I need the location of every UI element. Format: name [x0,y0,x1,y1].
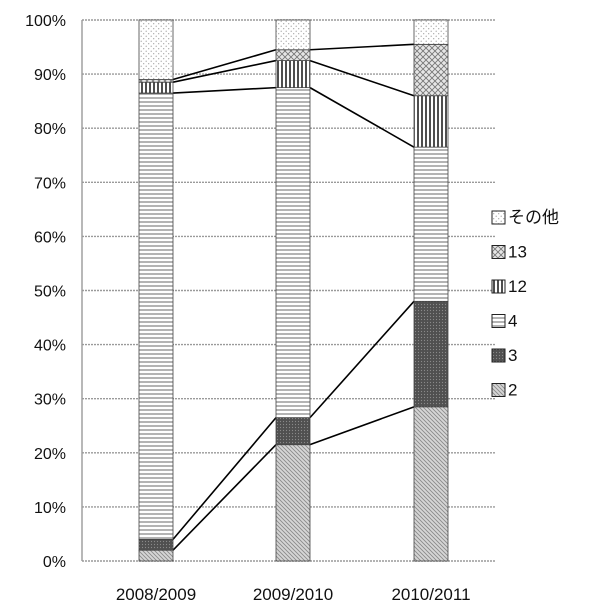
series-connector-line [172,48,277,81]
bar-segment-series-4-2009-2010 [275,87,311,419]
bar-segment-series-12-2010-2011 [413,95,449,148]
series-connector-line [172,59,277,83]
bar-segment-series-2-2009-2010 [275,444,311,562]
bar-segment-series-3-2010-2011 [413,300,449,408]
series-connector-lines [172,43,415,551]
series-connector-line [309,86,415,148]
legend-label: 13 [508,243,527,262]
bar-segment-series-13-2008-2009 [138,79,174,83]
legend-label: 12 [508,277,527,296]
series-connector-line [309,43,415,51]
legend-swatch [491,314,506,328]
y-tick-label: 30% [34,392,66,409]
series-connector-line [309,59,415,97]
series-connector-line [309,406,415,446]
legend-swatch [491,210,506,225]
bar-segment-series-13-2010-2011 [413,43,449,97]
legend-label: 4 [508,312,517,331]
y-tick-label: 80% [34,121,66,138]
bar-segment-series-2-2010-2011 [413,406,449,562]
bar-segments [138,19,449,562]
bar-segment-series-3-2009-2010 [275,417,311,446]
bar-segment-series-その他-2010-2011 [413,19,449,45]
bar-segment-series-2-2008-2009 [138,549,174,562]
y-tick-label: 60% [34,229,66,246]
y-tick-label: 10% [34,500,66,517]
y-tick-label: 90% [34,67,66,84]
legend-swatch [491,279,506,294]
series-connector-line [172,444,277,551]
legend-label: その他 [508,208,559,227]
y-tick-label: 40% [34,338,66,355]
bar-segment-series-12-2008-2009 [138,81,174,94]
x-tick-label: 2009/2010 [253,585,333,604]
y-tick-label: 20% [34,446,66,463]
bar-segment-series-4-2008-2009 [138,92,174,540]
series-connector-line [172,86,277,94]
legend-label: 2 [508,381,517,400]
bar-segment-series-3-2008-2009 [138,538,174,551]
x-tick-label: 2010/2011 [391,585,470,604]
y-tick-label: 100% [25,13,66,30]
bar-segment-series-その他-2009-2010 [275,19,311,51]
legend-label: 3 [508,346,517,365]
legend-swatch [491,383,506,397]
legend-swatch [491,245,506,259]
bar-segment-series-その他-2008-2009 [138,19,174,80]
y-tick-label: 70% [34,175,66,192]
bar-segment-series-13-2009-2010 [275,49,311,61]
series-connector-line [172,417,277,540]
x-axis-tick-labels: 2008/2009 2009/2010 2010/2011 [116,585,471,604]
series-connector-line [309,300,415,419]
y-axis-tick-labels: 0% 10% 20% 30% 40% 50% 60% 70% 80% 90% 100% [25,13,66,571]
legend: その他 13 12 4 3 2 [491,208,559,400]
bar-segment-series-4-2010-2011 [413,146,449,302]
bar-segment-series-12-2009-2010 [275,60,311,89]
x-tick-label: 2008/2009 [116,585,196,604]
y-tick-label: 50% [34,284,66,301]
y-tick-label: 0% [43,554,66,571]
legend-swatch [491,348,506,363]
